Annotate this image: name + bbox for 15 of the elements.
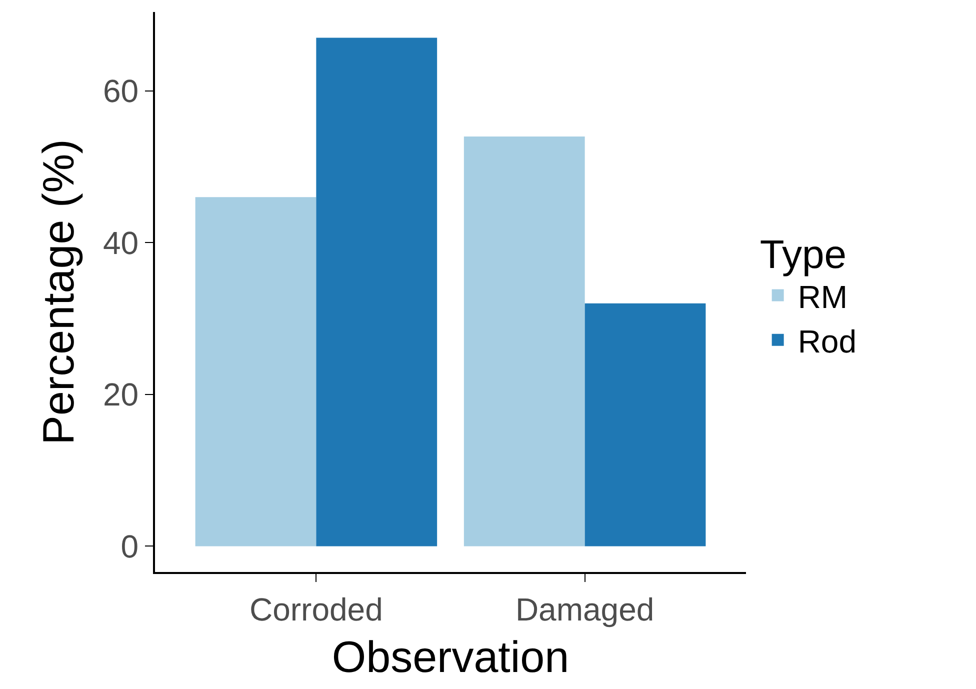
bar	[316, 38, 438, 546]
y-tick-label: 0	[120, 528, 139, 564]
bar	[584, 303, 706, 546]
legend-label: RM	[798, 278, 848, 315]
x-tick-label: Corroded	[249, 591, 383, 628]
y-tick-label: 60	[103, 73, 139, 110]
bar	[195, 197, 316, 546]
legend-title: Type	[760, 233, 847, 277]
y-tick-label: 20	[103, 376, 139, 413]
bar	[464, 136, 585, 546]
legend-label: Rod	[798, 323, 857, 360]
x-tick-label: Damaged	[515, 591, 654, 628]
y-tick-label: 40	[103, 224, 139, 261]
y-axis-title: Percentage (%)	[34, 139, 84, 445]
x-axis-title: Observation	[332, 633, 570, 682]
